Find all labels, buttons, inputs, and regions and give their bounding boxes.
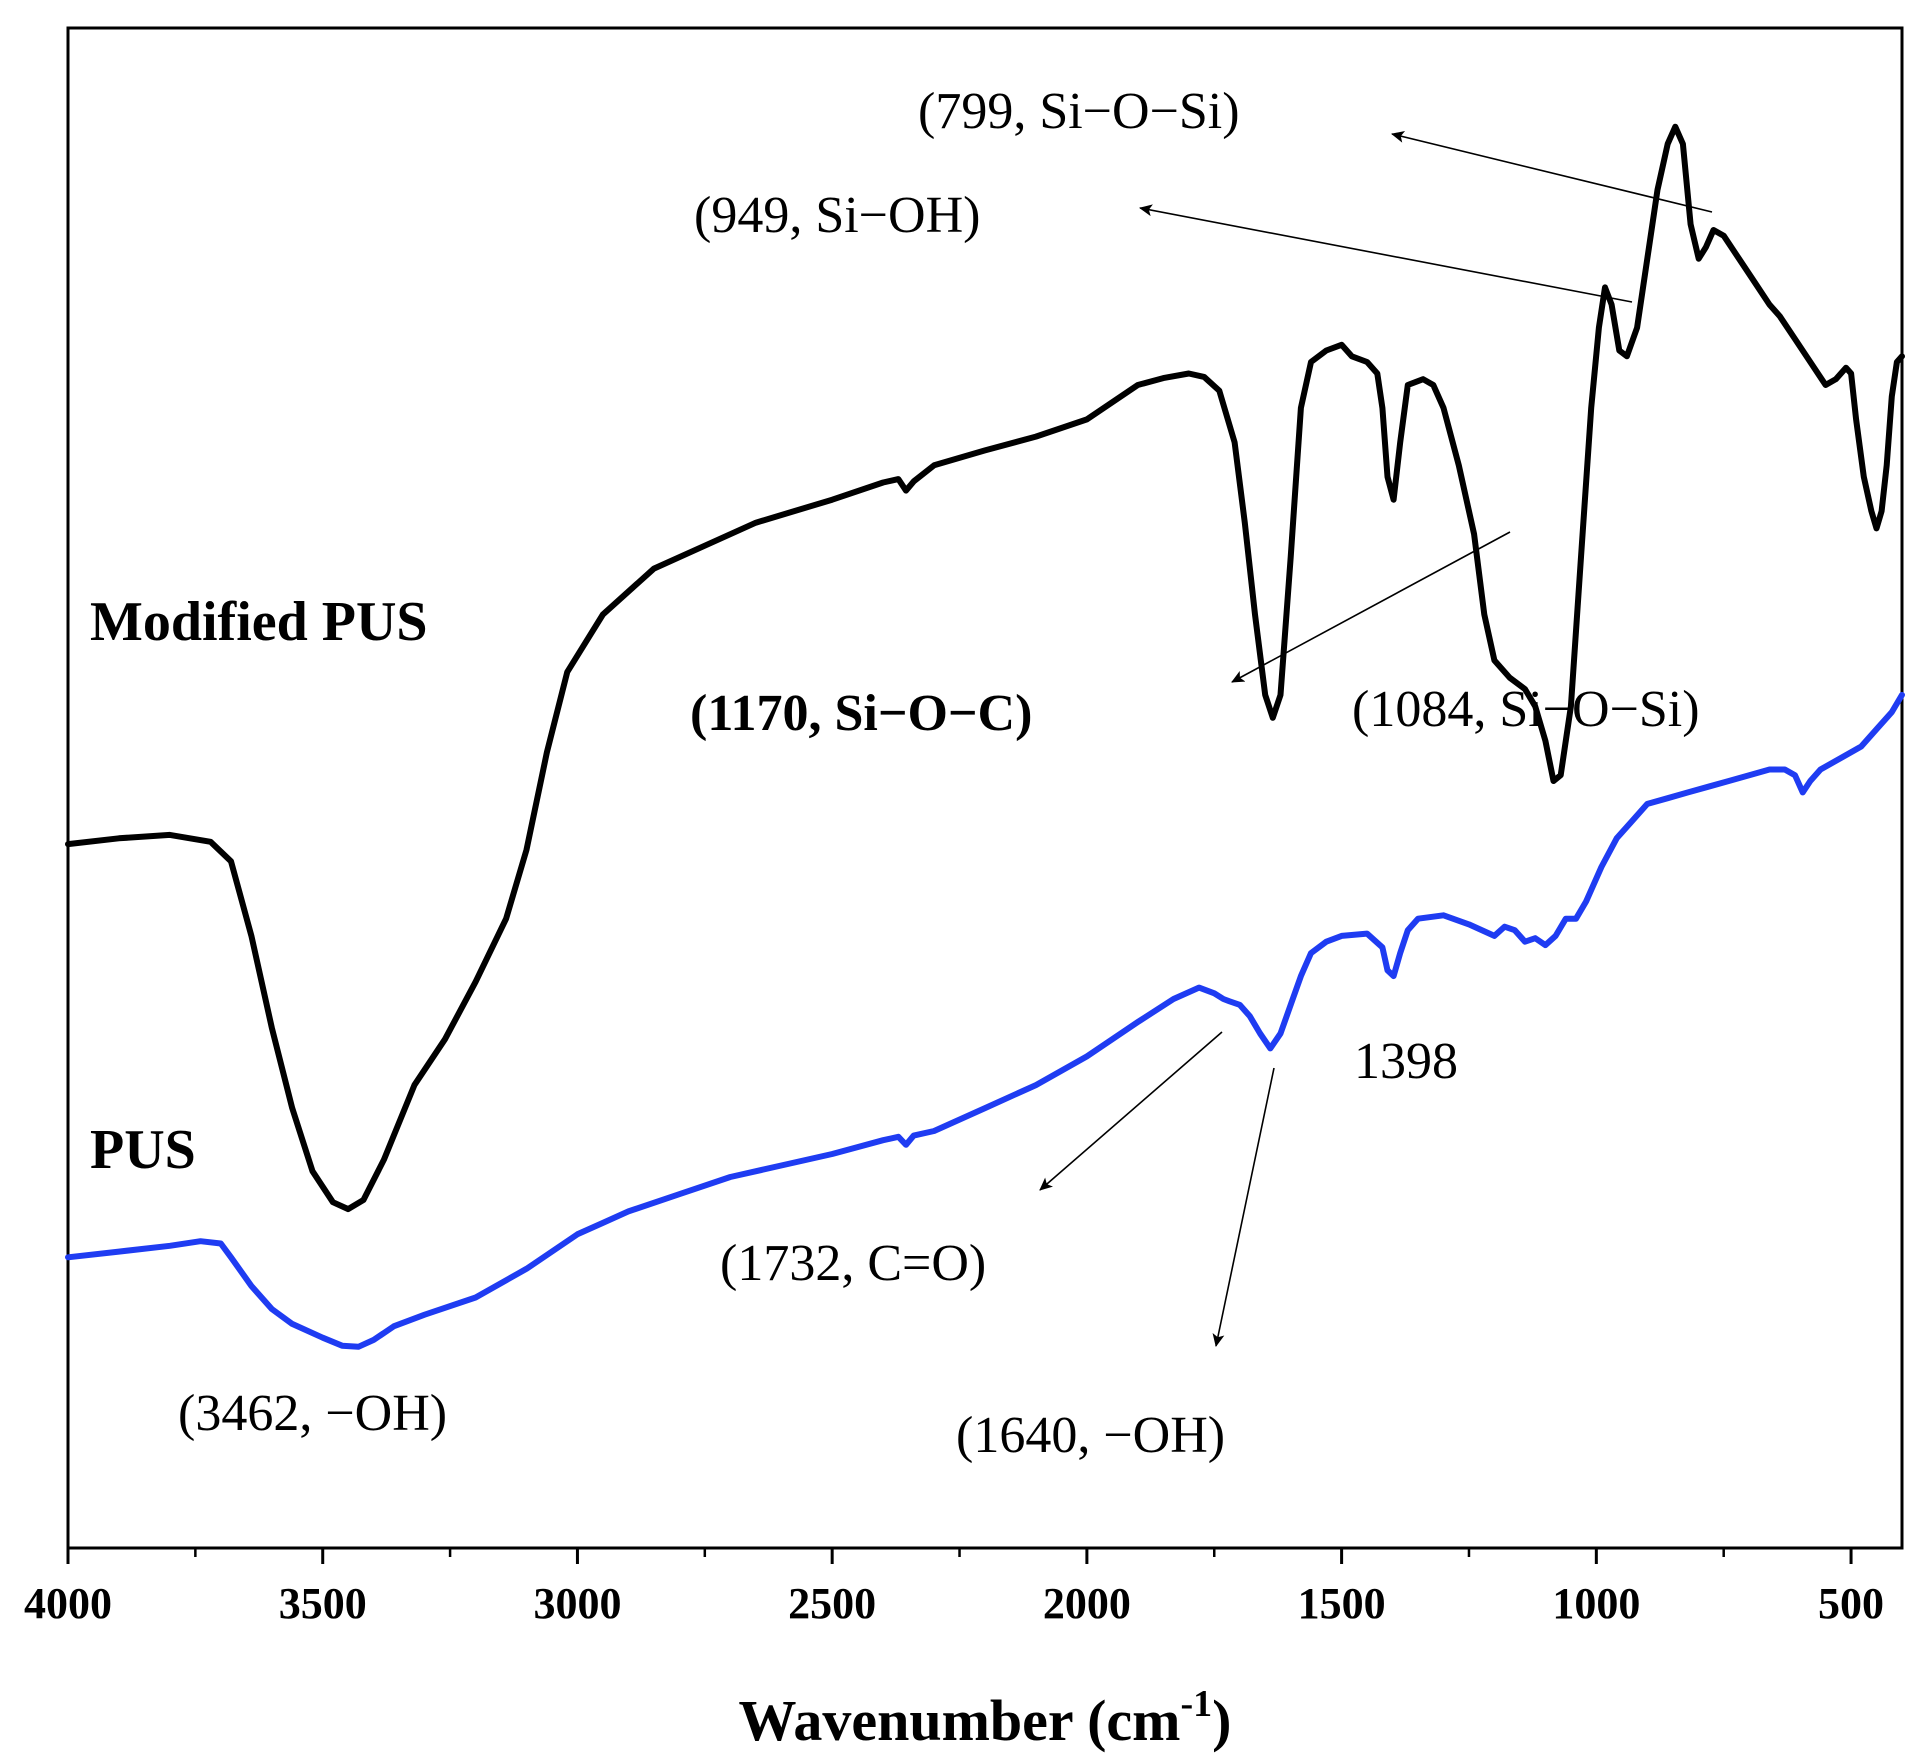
x-tick-label-1000: 1000 — [1552, 1579, 1640, 1628]
arrow-1732 — [1039, 1031, 1223, 1191]
x-tick-label-3000: 3000 — [533, 1579, 621, 1628]
x-axis-title: Wavenumber (cm-1) — [739, 1683, 1232, 1753]
series-group — [65, 123, 1905, 1350]
annotation-799: (799, Si−O−Si) — [918, 83, 1240, 140]
annotation-1640: (1640, −OH) — [956, 1407, 1225, 1464]
x-tick-label-1500: 1500 — [1298, 1579, 1386, 1628]
x-tick-label-4000: 4000 — [24, 1579, 112, 1628]
annotation-3462: (3462, −OH) — [178, 1385, 447, 1442]
annotation-1732: (1732, C=O) — [720, 1235, 986, 1292]
arrow-1170 — [1231, 531, 1511, 683]
annotation-1398: 1398 — [1354, 1033, 1458, 1090]
x-tick-label-2000: 2000 — [1043, 1579, 1131, 1628]
arrow-949 — [1139, 204, 1633, 303]
x-axis-title-close: ) — [1212, 1688, 1231, 1753]
arrow-1640 — [1212, 1067, 1275, 1347]
annotation-1170: (1170, Si−O−C) — [690, 685, 1032, 742]
annotation-arrows — [1039, 131, 1713, 1347]
series-line-pus — [65, 691, 1905, 1350]
x-axis-title-main: Wavenumber (cm — [739, 1688, 1181, 1753]
arrow-799 — [1391, 131, 1713, 213]
plot-area-frame — [66, 26, 1904, 1550]
x-axis-title-sup: -1 — [1180, 1683, 1212, 1725]
annotation-949: (949, Si−OH) — [694, 187, 980, 244]
x-tick-label-2500: 2500 — [788, 1579, 876, 1628]
series-label-modified-pus: Modified PUS — [90, 591, 428, 653]
series-label-pus: PUS — [90, 1119, 196, 1181]
series-line-modified-pus — [65, 123, 1905, 1213]
x-axis-ticks — [66, 1548, 1853, 1564]
x-tick-label-3500: 3500 — [279, 1579, 367, 1628]
x-tick-label-500: 500 — [1818, 1579, 1884, 1628]
annotation-1084: (1084, Si−O−Si) — [1352, 681, 1700, 738]
x-axis-tick-labels: 4000 3500 3000 2500 2000 1500 1000 500 — [24, 1579, 1884, 1628]
